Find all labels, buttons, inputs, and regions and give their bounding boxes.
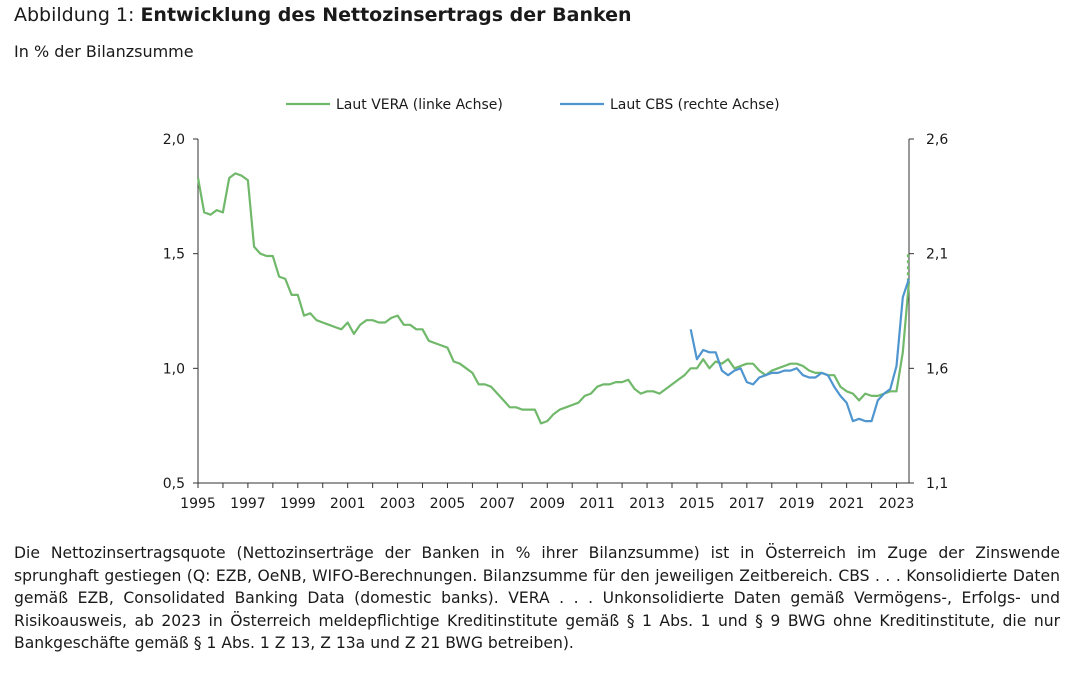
chart-subtitle: In % der Bilanzsumme	[14, 42, 194, 61]
x-tick-label: 2017	[729, 496, 765, 512]
x-tick-label: 2021	[829, 496, 865, 512]
y-left-tick-label: 0,5	[163, 476, 185, 492]
x-tick-label: 2023	[879, 496, 915, 512]
x-tick-label: 2007	[480, 496, 516, 512]
y-right-tick-label: 2,6	[926, 132, 948, 148]
y-right-tick-label: 1,6	[926, 361, 948, 377]
x-tick-label: 1999	[280, 496, 316, 512]
title-text: Entwicklung des Nettozinsertrags der Ban…	[140, 4, 632, 26]
title-prefix: Abbildung 1:	[14, 4, 141, 26]
legend-label: Laut VERA (linke Achse)	[336, 97, 503, 113]
y-left-tick-label: 2,0	[163, 132, 185, 148]
chart-title: Abbildung 1: Entwicklung des Nettozinser…	[14, 4, 632, 26]
x-tick-label: 1997	[230, 496, 266, 512]
x-tick-label: 1995	[180, 496, 216, 512]
x-tick-label: 2015	[679, 496, 715, 512]
y-left-tick-label: 1,0	[163, 361, 185, 377]
series-line-cbs	[689, 278, 911, 423]
y-right-tick-label: 2,1	[926, 247, 948, 263]
x-tick-label: 2003	[380, 496, 416, 512]
x-tick-label: 2019	[779, 496, 815, 512]
x-tick-label: 2005	[430, 496, 466, 512]
legend-label: Laut CBS (rechte Achse)	[610, 97, 780, 113]
x-tick-label: 2001	[330, 496, 366, 512]
chart-note: Die Nettozinsertragsquote (Nettozinsertr…	[14, 544, 1060, 653]
x-tick-label: 2009	[529, 496, 565, 512]
series-line-vera	[196, 172, 911, 425]
line-chart: 2,0 1,5 1,0 0,5 2,6 2,1 1,6 1,1 1995 1997 1999 2001…	[163, 97, 949, 512]
x-tick-label: 2013	[629, 496, 665, 512]
y-right-tick-label: 1,1	[926, 476, 948, 492]
x-tick-label: 2011	[579, 496, 615, 512]
y-left-tick-label: 1,5	[163, 247, 185, 263]
